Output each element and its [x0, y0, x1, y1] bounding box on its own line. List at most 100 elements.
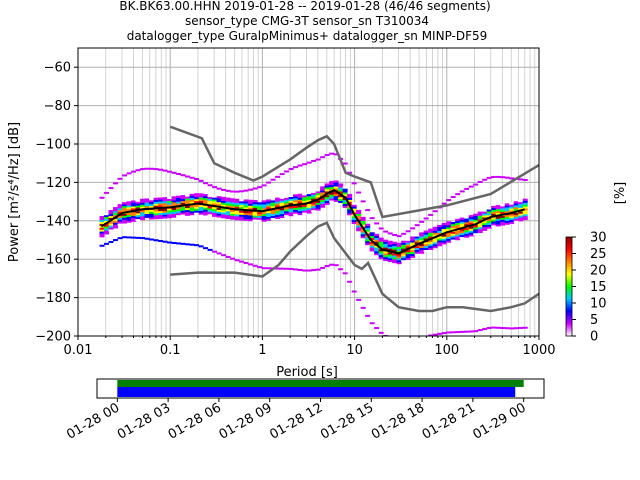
- density-cell: [428, 245, 434, 249]
- density-cell: [221, 254, 227, 257]
- density-cell: [140, 202, 146, 205]
- timeline-tick-label: 01-28 09: [217, 400, 275, 442]
- density-cell: [207, 210, 213, 213]
- density-cell: [131, 236, 137, 239]
- density-cell: [347, 201, 353, 204]
- density-cell: [122, 202, 128, 205]
- density-cell: [248, 215, 254, 218]
- density-cell: [387, 256, 393, 259]
- density-cell: [225, 214, 231, 218]
- density-cell: [315, 189, 321, 192]
- density-cell: [500, 206, 506, 209]
- density-cell: [221, 214, 227, 217]
- density-cell: [315, 206, 321, 209]
- density-cell: [261, 211, 267, 215]
- density-cell: [369, 237, 375, 240]
- density-cell: [297, 207, 303, 210]
- density-cell: [117, 237, 123, 240]
- density-cell: [252, 187, 258, 190]
- density-cell: [423, 234, 429, 237]
- density-cell: [302, 212, 308, 215]
- density-cell: [270, 178, 276, 181]
- density-cell: [513, 220, 519, 223]
- density-cell: [225, 212, 231, 216]
- density-cell: [135, 218, 141, 221]
- density-cell: [302, 269, 308, 272]
- density-cell: [234, 212, 240, 215]
- density-cell: [329, 196, 335, 199]
- density-cell: [230, 202, 236, 205]
- density-cell: [365, 231, 371, 234]
- density-cell: [495, 220, 501, 223]
- density-cell: [315, 191, 321, 194]
- density-cell: [360, 236, 366, 239]
- density-cell: [428, 232, 434, 235]
- density-cell: [135, 169, 141, 172]
- density-cell: [266, 203, 272, 206]
- density-cell: [504, 218, 510, 221]
- density-cell: [383, 245, 389, 248]
- density-cell: [104, 218, 110, 221]
- density-cell: [212, 201, 218, 204]
- density-cell: [135, 201, 141, 204]
- density-cell: [239, 260, 245, 263]
- density-cell: [266, 267, 272, 270]
- density-cell: [167, 198, 173, 201]
- density-cell: [338, 183, 344, 186]
- density-cell: [311, 269, 317, 272]
- density-cell: [266, 181, 272, 184]
- density-cell: [135, 203, 141, 206]
- density-cell: [176, 211, 182, 214]
- density-cell: [126, 207, 132, 210]
- density-cell: [216, 207, 222, 210]
- density-cell: [455, 230, 461, 233]
- density-cell: [198, 204, 204, 208]
- density-cell: [374, 237, 380, 240]
- density-cell: [270, 200, 276, 203]
- density-cell: [513, 207, 519, 210]
- density-cell: [446, 229, 452, 232]
- density-cell: [113, 207, 119, 210]
- density-cell: [117, 177, 123, 180]
- density-cell: [401, 240, 407, 243]
- density-cell: [135, 205, 141, 208]
- density-cell: [374, 249, 380, 252]
- y-tick-label: −140: [35, 214, 71, 229]
- density-cell: [365, 239, 371, 242]
- density-cell: [419, 243, 425, 247]
- density-cell: [270, 215, 276, 218]
- density-cell: [495, 224, 501, 227]
- density-cell: [284, 212, 290, 216]
- density-cell: [392, 260, 398, 264]
- density-cell: [432, 228, 438, 231]
- density-cell: [284, 170, 290, 173]
- density-cell: [257, 202, 263, 205]
- density-cell: [441, 332, 447, 335]
- density-cell: [144, 198, 150, 201]
- density-cell: [230, 211, 236, 214]
- density-cell: [131, 200, 137, 203]
- density-cell: [486, 211, 492, 214]
- density-cell: [194, 212, 200, 215]
- density-cell: [279, 213, 285, 217]
- density-cell: [279, 210, 285, 213]
- density-cell: [333, 197, 339, 200]
- density-cell: [212, 197, 218, 200]
- density-cell: [122, 207, 128, 211]
- density-cell: [351, 206, 357, 209]
- density-cell: [212, 206, 218, 210]
- density-cell: [212, 195, 218, 198]
- density-cell: [171, 213, 177, 216]
- density-cell: [509, 327, 515, 330]
- density-cell: [324, 191, 330, 194]
- density-cell: [387, 232, 393, 235]
- density-cell: [113, 182, 119, 185]
- density-cell: [275, 214, 281, 218]
- density-cell: [216, 187, 222, 190]
- density-cell: [167, 204, 173, 207]
- density-cell: [275, 197, 281, 200]
- density-cell: [486, 218, 492, 222]
- density-cell: [437, 242, 443, 245]
- density-cell: [455, 220, 461, 223]
- density-cell: [356, 229, 362, 232]
